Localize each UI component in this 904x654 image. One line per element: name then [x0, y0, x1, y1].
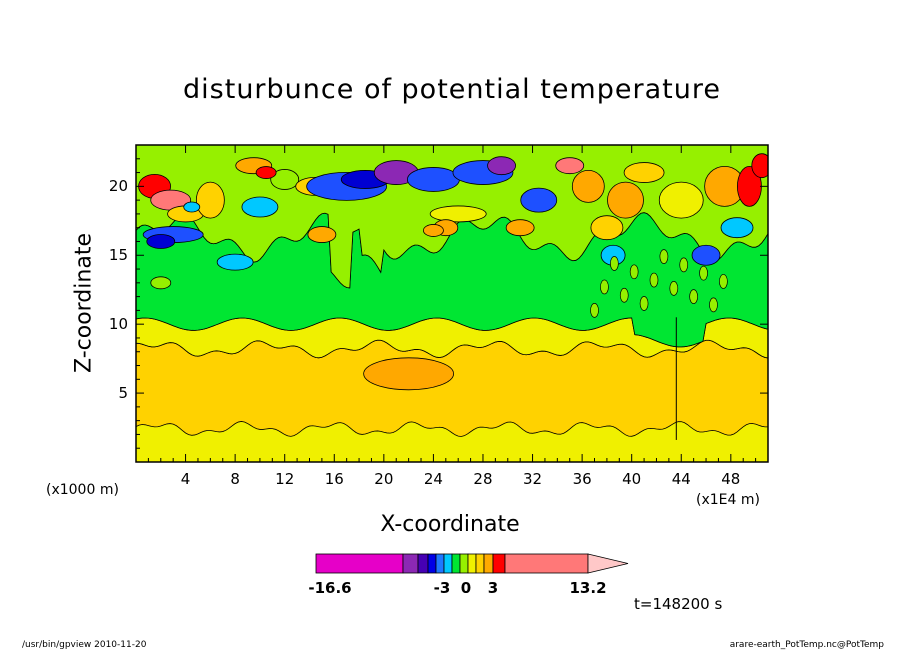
plot-frame — [135, 144, 769, 463]
colorbar-segment — [443, 553, 453, 574]
colorbar-segment — [492, 553, 506, 574]
colorbar-segment — [483, 553, 494, 574]
axis-ticks — [136, 145, 768, 462]
colorbar-tick-label: 3 — [487, 579, 499, 597]
contour-cell — [590, 215, 624, 241]
x-tick-label: 36 — [572, 470, 592, 488]
colorbar — [315, 553, 629, 574]
x-axis-label: X-coordinate — [380, 512, 520, 537]
contour-cell — [487, 156, 516, 176]
colorbar-arrow — [587, 553, 629, 574]
colorbar-segment — [435, 553, 445, 574]
x-tick-label: 16 — [324, 470, 344, 488]
x-tick-label: 20 — [374, 470, 394, 488]
contour-cell — [679, 257, 689, 273]
contour-cell — [659, 249, 669, 264]
contour-cell — [429, 205, 487, 223]
band-orange — [136, 339, 768, 437]
contour-cell — [216, 253, 254, 271]
x-tick-label: 24 — [423, 470, 443, 488]
contour-cell — [639, 296, 649, 311]
colorbar-segment — [315, 553, 404, 574]
contour-cell — [669, 280, 679, 296]
contour-cell — [649, 272, 659, 288]
colorbar-segment — [475, 553, 485, 574]
x-tick-label: 4 — [180, 470, 191, 488]
contour-cell — [150, 276, 172, 290]
contour-field — [136, 145, 768, 462]
contour-cell — [255, 166, 277, 179]
footer-source: arare-earth_PotTemp.nc@PotTemp — [729, 640, 884, 650]
contour-cell — [629, 264, 639, 280]
chart-title: disturbunce of potential temperature — [183, 74, 721, 105]
colorbar-tick-label: -16.6 — [308, 579, 352, 597]
contour-cell — [689, 289, 698, 304]
contour-cell — [609, 256, 619, 271]
contour-cell — [623, 162, 665, 183]
contour-cell — [520, 187, 558, 213]
contour-cell — [607, 181, 644, 219]
contour-cell — [590, 303, 599, 318]
contour-cell — [719, 274, 728, 289]
x-tick-label: 48 — [721, 470, 741, 488]
contour-cell — [600, 279, 609, 295]
contour-cell — [709, 297, 718, 313]
contour-cell — [691, 244, 721, 266]
contour-cell — [658, 181, 704, 219]
contour-cell — [571, 169, 605, 203]
colorbar-segment — [402, 553, 419, 574]
x-tick-label: 28 — [473, 470, 493, 488]
footer-program: /usr/bin/gpview 2010-11-20 — [22, 640, 147, 650]
contour-cell — [619, 287, 629, 303]
colorbar-segment — [417, 553, 429, 574]
contour-cell — [270, 169, 300, 190]
contour-cell — [407, 167, 460, 192]
x-unit-label: (x1000 m) — [46, 482, 119, 498]
colorbar-tick-label: 13.2 — [569, 579, 607, 597]
y-tick-label: 20 — [108, 177, 128, 196]
contour-cell — [423, 224, 444, 237]
colorbar-segment — [504, 553, 589, 574]
colorbar-segment — [459, 553, 469, 574]
colorbar-segment — [427, 553, 437, 574]
x-tick-label: 32 — [523, 470, 543, 488]
y-tick-label: 5 — [118, 384, 128, 403]
x-unit-label-secondary: (x1E4 m) — [696, 492, 760, 508]
contour-cell — [720, 217, 754, 239]
warm-core — [363, 357, 455, 391]
colorbar-tick-label: -3 — [433, 579, 451, 597]
contour-cell — [505, 219, 535, 237]
y-tick-label: 15 — [108, 246, 128, 265]
contour-cell — [241, 196, 279, 218]
x-tick-label: 40 — [622, 470, 642, 488]
contour-cell — [307, 226, 337, 243]
contour-cell — [195, 181, 225, 219]
time-label: t=148200 s — [634, 595, 723, 613]
x-tick-label: 44 — [671, 470, 691, 488]
y-tick-label: 10 — [108, 315, 128, 334]
contour-cell — [751, 153, 768, 179]
contour-cell — [699, 265, 708, 281]
colorbar-tick-label: 0 — [460, 579, 472, 597]
x-tick-label: 12 — [275, 470, 295, 488]
colorbar-segment — [467, 553, 477, 574]
contour-cell — [183, 201, 201, 213]
contour-cell — [146, 234, 176, 249]
plot-border — [135, 144, 769, 463]
contour-cell — [555, 157, 585, 175]
x-tick-label: 8 — [230, 470, 240, 488]
colorbar-segment — [451, 553, 461, 574]
